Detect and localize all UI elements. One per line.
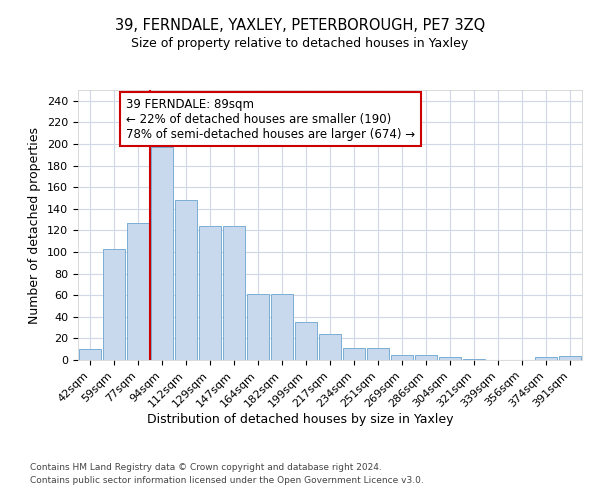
Bar: [223, 226, 245, 360]
Bar: [439, 357, 461, 360]
Text: 39, FERNDALE, YAXLEY, PETERBOROUGH, PE7 3ZQ: 39, FERNDALE, YAXLEY, PETERBOROUGH, PE7 …: [115, 18, 485, 32]
Bar: [271, 294, 293, 360]
Text: Contains public sector information licensed under the Open Government Licence v3: Contains public sector information licen…: [30, 476, 424, 485]
Bar: [79, 349, 101, 360]
Bar: [559, 356, 581, 360]
Bar: [103, 249, 125, 360]
Bar: [247, 294, 269, 360]
Bar: [415, 354, 437, 360]
Bar: [199, 226, 221, 360]
Bar: [319, 334, 341, 360]
Text: Contains HM Land Registry data © Crown copyright and database right 2024.: Contains HM Land Registry data © Crown c…: [30, 462, 382, 471]
Bar: [367, 348, 389, 360]
Y-axis label: Number of detached properties: Number of detached properties: [28, 126, 41, 324]
Text: 39 FERNDALE: 89sqm
← 22% of detached houses are smaller (190)
78% of semi-detach: 39 FERNDALE: 89sqm ← 22% of detached hou…: [126, 98, 415, 140]
Text: Distribution of detached houses by size in Yaxley: Distribution of detached houses by size …: [147, 412, 453, 426]
Bar: [151, 147, 173, 360]
Bar: [343, 348, 365, 360]
Bar: [463, 359, 485, 360]
Bar: [535, 357, 557, 360]
Bar: [295, 322, 317, 360]
Bar: [127, 223, 149, 360]
Bar: [175, 200, 197, 360]
Text: Size of property relative to detached houses in Yaxley: Size of property relative to detached ho…: [131, 38, 469, 51]
Bar: [391, 354, 413, 360]
